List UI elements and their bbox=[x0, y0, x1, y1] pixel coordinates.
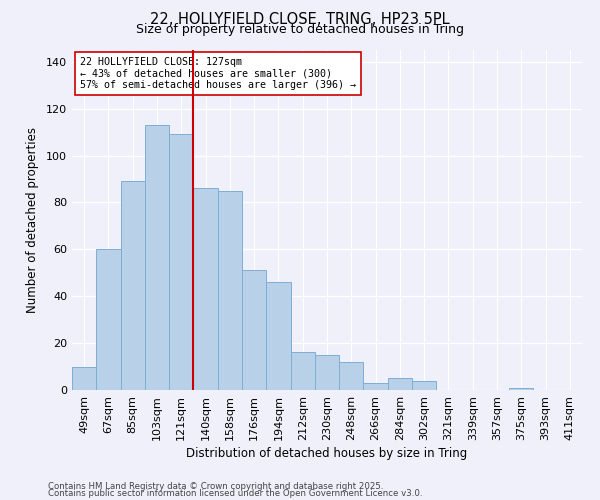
Text: 22, HOLLYFIELD CLOSE, TRING, HP23 5PL: 22, HOLLYFIELD CLOSE, TRING, HP23 5PL bbox=[150, 12, 450, 28]
Bar bbox=[145, 125, 169, 390]
Bar bbox=[242, 270, 266, 390]
Bar bbox=[72, 366, 96, 390]
Bar bbox=[121, 182, 145, 390]
Bar bbox=[218, 190, 242, 390]
Text: Contains public sector information licensed under the Open Government Licence v3: Contains public sector information licen… bbox=[48, 489, 422, 498]
Text: Contains HM Land Registry data © Crown copyright and database right 2025.: Contains HM Land Registry data © Crown c… bbox=[48, 482, 383, 491]
Text: 22 HOLLYFIELD CLOSE: 127sqm
← 43% of detached houses are smaller (300)
57% of se: 22 HOLLYFIELD CLOSE: 127sqm ← 43% of det… bbox=[80, 57, 356, 90]
Bar bbox=[412, 380, 436, 390]
Bar bbox=[509, 388, 533, 390]
Bar bbox=[266, 282, 290, 390]
Bar bbox=[96, 250, 121, 390]
Y-axis label: Number of detached properties: Number of detached properties bbox=[26, 127, 39, 313]
Bar bbox=[169, 134, 193, 390]
Bar bbox=[290, 352, 315, 390]
X-axis label: Distribution of detached houses by size in Tring: Distribution of detached houses by size … bbox=[187, 447, 467, 460]
Bar bbox=[388, 378, 412, 390]
Bar bbox=[315, 355, 339, 390]
Bar bbox=[339, 362, 364, 390]
Text: Size of property relative to detached houses in Tring: Size of property relative to detached ho… bbox=[136, 22, 464, 36]
Bar bbox=[364, 383, 388, 390]
Bar bbox=[193, 188, 218, 390]
